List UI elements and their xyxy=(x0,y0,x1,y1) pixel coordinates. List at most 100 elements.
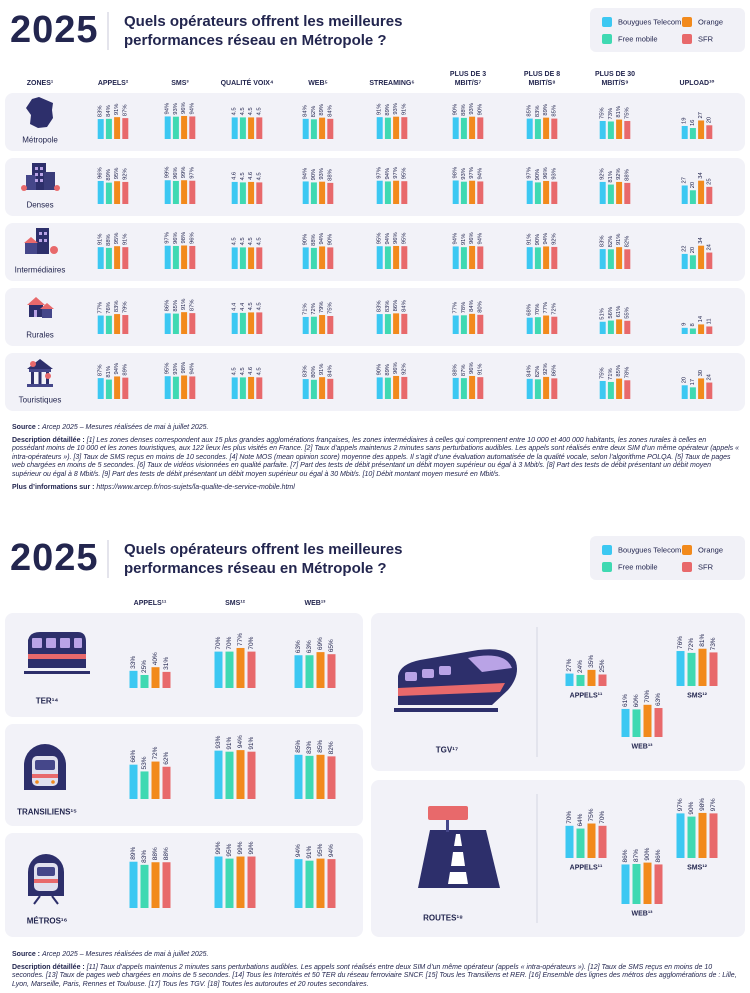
bar xyxy=(248,376,255,399)
bar-label: 86% xyxy=(622,849,629,862)
bar-label: 4.4 xyxy=(232,302,238,311)
bar xyxy=(162,862,171,908)
bar xyxy=(452,117,459,139)
bar-label: 4.4 xyxy=(240,302,246,311)
bar-label: 94% xyxy=(319,233,325,245)
bar xyxy=(624,320,631,334)
bar xyxy=(327,247,334,269)
bar xyxy=(469,116,476,139)
bar-label: 96% xyxy=(189,232,195,244)
bar-label: 93% xyxy=(551,168,557,180)
bar xyxy=(543,315,550,334)
bar-label: 89% xyxy=(319,104,325,116)
bar xyxy=(236,647,245,688)
bar xyxy=(189,245,196,269)
bar xyxy=(129,670,138,688)
bar-label: 94% xyxy=(543,233,549,245)
bar xyxy=(310,182,317,204)
bar-label: 97% xyxy=(165,232,171,244)
bar xyxy=(687,652,696,686)
bar-label: 83% xyxy=(306,741,313,754)
bar xyxy=(384,314,391,334)
bar-label: 94% xyxy=(477,233,483,245)
icon-shape xyxy=(37,867,55,876)
more-link: https://www.arcep.fr/nos-sujets/la-quali… xyxy=(96,483,295,491)
bar-label: 88% xyxy=(163,847,170,860)
icon-tgv xyxy=(394,649,517,712)
bar xyxy=(122,118,129,139)
bar-label: 35% xyxy=(588,655,595,668)
bar xyxy=(248,247,255,269)
bar-label: 91% xyxy=(114,104,120,116)
bar-label: 90% xyxy=(535,234,541,246)
bar-label: 91% xyxy=(181,299,187,311)
bar xyxy=(376,180,383,204)
legend-swatch xyxy=(682,545,692,555)
bar xyxy=(310,379,317,399)
bar xyxy=(681,253,688,269)
bar-label: 85% xyxy=(173,300,179,312)
bar-label: 94% xyxy=(114,363,120,375)
bar-label: 96% xyxy=(173,167,179,179)
bar-label: 88% xyxy=(453,364,459,376)
bar-label: 90% xyxy=(477,104,483,116)
bar xyxy=(384,181,391,204)
bar xyxy=(654,864,663,904)
icon-shape xyxy=(405,672,417,681)
bar-label: 63% xyxy=(306,640,313,653)
bar-label: 85% xyxy=(527,105,533,117)
bar xyxy=(460,247,467,269)
bar-label: 4.6 xyxy=(248,367,254,375)
bar xyxy=(698,180,705,204)
bar-label: 61% xyxy=(616,306,622,318)
bar xyxy=(327,378,334,399)
bar xyxy=(469,245,476,269)
bar-label: 98% xyxy=(181,362,187,374)
description: Description détaillée : [11] Taux d’appe… xyxy=(12,964,740,990)
bar-label: 70% xyxy=(215,636,222,649)
bar-label: 20 xyxy=(690,247,696,253)
bar-label: 86% xyxy=(393,300,399,312)
icons xyxy=(21,97,517,905)
bar-label: 87% xyxy=(98,365,104,377)
zone-label: Intermédiaires xyxy=(15,266,66,275)
bar xyxy=(327,316,334,334)
bar xyxy=(236,856,245,908)
bar-label: 27 xyxy=(698,112,704,118)
bar-label: 72% xyxy=(688,638,695,651)
bar-label: 4.5 xyxy=(256,237,262,245)
bar-label: 94% xyxy=(237,735,244,748)
bar-label: 82% xyxy=(535,366,541,378)
bar-label: 24% xyxy=(577,660,584,673)
bar xyxy=(247,751,256,799)
bar xyxy=(393,116,400,139)
zone-label: Métropole xyxy=(22,136,58,145)
source-text: Arcep 2025 – Mesures réalisées de mai à … xyxy=(41,951,209,958)
bar-label: 84% xyxy=(469,300,475,312)
bar-label: 96% xyxy=(98,167,104,179)
bar-label: 97% xyxy=(377,167,383,179)
mode-card xyxy=(5,724,363,826)
bar-label: 70% xyxy=(566,811,573,824)
bar xyxy=(477,246,484,269)
icon-shape xyxy=(44,239,47,242)
bar-label: 88% xyxy=(106,234,112,246)
bar xyxy=(162,766,171,799)
bar xyxy=(576,674,585,686)
zone-label: Denses xyxy=(26,201,53,210)
legend-label: Bouygues Telecom xyxy=(618,546,681,555)
mode-label: MÉTROS¹⁶ xyxy=(27,917,68,926)
bar xyxy=(477,314,484,334)
bar-label: 83% xyxy=(141,850,148,863)
bar xyxy=(698,648,707,686)
bar xyxy=(256,377,263,399)
bar-label: 81% xyxy=(106,366,112,378)
icon-shape xyxy=(24,237,38,243)
bar-label: 89% xyxy=(385,364,391,376)
bar xyxy=(469,313,476,334)
bar-label: 9 xyxy=(682,323,688,326)
bar xyxy=(105,118,112,139)
bar xyxy=(256,117,263,139)
bar-label: 82% xyxy=(624,236,630,248)
bar xyxy=(114,246,121,269)
